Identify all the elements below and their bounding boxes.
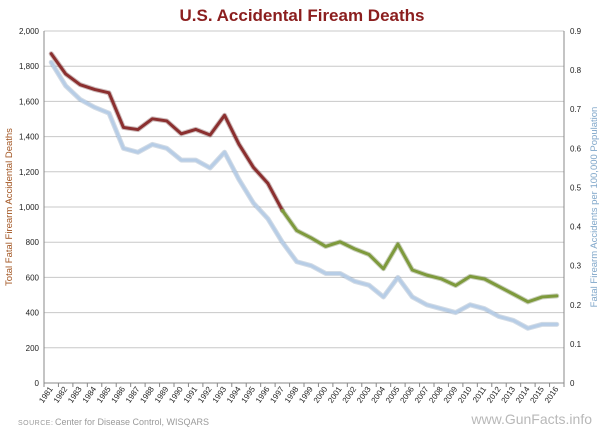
deaths-series-line-shadow	[48, 51, 285, 213]
x-tick-label: 1989	[153, 385, 171, 405]
x-tick-label: 1984	[81, 385, 99, 405]
x-tick-label: 1998	[283, 385, 301, 405]
x-tick-label: 1992	[196, 385, 214, 405]
right-tick-label: 0.4	[570, 223, 582, 232]
right-tick-label: 0.8	[570, 66, 582, 75]
watermark: www.GunFacts.info	[470, 411, 592, 427]
x-tick-label: 2010	[456, 385, 474, 405]
right-axis-ticks: 0 0.1 0.2 0.3 0.4 0.5 0.6 0.7 0.8 0.9	[570, 27, 582, 388]
left-tick-label: 1,200	[19, 168, 40, 177]
x-tick-label: 2016	[543, 385, 561, 405]
x-tick-label: 1991	[182, 385, 200, 405]
x-tick-label: 2006	[398, 385, 416, 405]
right-tick-label: 0.1	[570, 340, 582, 349]
left-tick-label: 400	[26, 309, 40, 318]
deaths-series-line-early	[49, 52, 284, 212]
left-tick-label: 2,000	[19, 27, 40, 36]
left-tick-label: 0	[35, 379, 40, 388]
x-tick-label: 1993	[211, 385, 229, 405]
left-tick-label: 1,600	[19, 97, 40, 106]
x-tick-label: 2003	[355, 385, 373, 405]
right-tick-label: 0.6	[570, 144, 582, 153]
right-tick-label: 0	[570, 379, 575, 388]
x-tick-label: 1988	[138, 385, 156, 405]
right-tick-label: 0.3	[570, 262, 582, 271]
x-tick-label: 1985	[95, 385, 113, 405]
x-tick-label: 2004	[370, 385, 388, 405]
x-tick-label: 2015	[528, 385, 546, 405]
right-tick-label: 0.5	[570, 183, 582, 192]
x-tick-label: 1999	[297, 385, 315, 405]
rate-series-line-shadow	[48, 59, 560, 331]
right-axis-title: Fatal Firearm Accidents per 100,000 Popu…	[589, 107, 600, 308]
x-tick-label: 2013	[500, 385, 518, 405]
x-tick-label: 1986	[110, 385, 128, 405]
x-tick-label: 1996	[254, 385, 272, 405]
left-axis-ticks: 0 200 400 600 800 1,000 1,200 1,400 1,600 1,800 2,…	[19, 27, 40, 388]
right-tick-label: 0.7	[570, 105, 582, 114]
x-tick-label: 1982	[52, 385, 70, 405]
deaths-series-line-late	[280, 208, 559, 304]
left-tick-label: 1,400	[19, 133, 40, 142]
series-lines	[48, 51, 560, 331]
x-tick-label: 1990	[167, 385, 185, 405]
left-tick-label: 800	[26, 238, 40, 247]
rate-series-line	[49, 60, 559, 330]
left-tick-label: 1,800	[19, 62, 40, 71]
x-tick-label: 2012	[485, 385, 503, 405]
x-tick-label: 2005	[384, 385, 402, 405]
x-tick-label: 1995	[240, 385, 258, 405]
x-tick-label: 2014	[514, 385, 532, 405]
left-axis-title: Total Fatal Firearm Accidental Deaths	[4, 128, 15, 286]
x-tick-label: 1994	[225, 385, 243, 405]
x-axis-ticks: 1981198219831984198519861987198819891990…	[37, 383, 565, 405]
left-tick-label: 600	[26, 273, 40, 282]
x-tick-label: 1997	[268, 385, 286, 405]
source-label: SOURCE:	[18, 420, 53, 427]
x-tick-label: 2001	[326, 385, 344, 405]
chart-title: U.S. Accidental Fiream Deaths	[179, 6, 424, 25]
x-tick-label: 2008	[427, 385, 445, 405]
gridlines	[44, 30, 564, 349]
left-tick-label: 1,000	[19, 203, 40, 212]
x-tick-label: 1987	[124, 385, 142, 405]
deaths-series-line-shadow	[279, 207, 560, 305]
x-tick-label: 2007	[413, 385, 431, 405]
source-text: Center for Disease Control, WISQARS	[55, 417, 209, 427]
x-tick-label: 2002	[341, 385, 359, 405]
x-tick-label: 2000	[312, 385, 330, 405]
x-tick-label: 1981	[37, 385, 55, 405]
x-tick-label: 2009	[442, 385, 460, 405]
right-tick-label: 0.9	[570, 27, 582, 36]
x-tick-label: 1983	[66, 385, 84, 405]
right-tick-label: 0.2	[570, 301, 582, 310]
left-tick-label: 200	[26, 344, 40, 353]
